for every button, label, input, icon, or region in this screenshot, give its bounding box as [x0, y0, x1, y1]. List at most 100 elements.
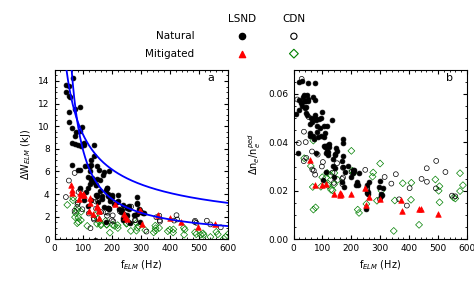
Point	[93, 222, 101, 226]
Point	[452, 194, 459, 199]
Point	[173, 213, 180, 218]
Point	[302, 155, 310, 160]
Point	[295, 141, 302, 145]
Point	[92, 238, 100, 243]
Point	[292, 112, 300, 117]
Point	[67, 95, 74, 99]
Point	[378, 188, 385, 193]
Point	[84, 175, 92, 179]
Point	[105, 169, 113, 173]
Point	[103, 222, 110, 227]
Point	[137, 208, 144, 213]
Point	[301, 99, 309, 104]
Point	[92, 206, 100, 211]
Point	[312, 117, 320, 122]
Point	[95, 219, 103, 224]
Point	[155, 226, 163, 230]
Point	[99, 173, 106, 177]
Point	[76, 186, 84, 190]
Point	[114, 223, 121, 228]
Point	[119, 215, 127, 220]
Point	[354, 207, 362, 212]
Point	[339, 165, 346, 170]
Point	[431, 177, 439, 182]
Point	[339, 141, 346, 146]
Point	[350, 171, 357, 175]
Point	[100, 205, 108, 210]
Point	[381, 175, 388, 179]
Point	[68, 162, 75, 167]
Point	[298, 100, 305, 104]
Point	[94, 199, 102, 203]
Point	[57, 35, 64, 40]
Point	[390, 229, 398, 233]
Point	[75, 220, 82, 224]
Point	[300, 129, 308, 134]
Point	[388, 181, 395, 186]
Point	[459, 183, 467, 188]
Point	[325, 145, 333, 149]
Point	[79, 125, 86, 130]
Point	[71, 106, 79, 111]
Point	[123, 217, 131, 221]
Point	[91, 213, 99, 218]
Point	[99, 197, 106, 202]
Point	[131, 213, 139, 218]
Point	[324, 150, 332, 155]
Point	[106, 195, 114, 200]
Point	[338, 180, 346, 184]
Point	[97, 222, 105, 226]
Point	[333, 149, 340, 153]
Point	[62, 38, 70, 43]
Point	[301, 99, 309, 104]
Point	[199, 231, 207, 236]
Point	[320, 124, 328, 128]
Point	[222, 235, 229, 239]
Point	[323, 124, 331, 129]
Point	[73, 205, 81, 210]
Point	[310, 138, 317, 143]
Point	[71, 171, 79, 175]
Point	[331, 166, 338, 171]
Point	[301, 156, 308, 160]
Point	[314, 152, 321, 157]
Point	[376, 197, 384, 202]
Point	[322, 181, 330, 186]
Point	[304, 99, 312, 103]
Point	[423, 166, 430, 171]
Point	[87, 163, 94, 167]
Point	[125, 204, 133, 209]
Point	[86, 168, 94, 173]
Point	[305, 115, 312, 119]
Point	[364, 188, 371, 193]
Point	[108, 194, 116, 199]
Point	[399, 181, 407, 186]
Point	[407, 197, 415, 202]
Point	[166, 227, 173, 232]
Point	[135, 224, 142, 228]
Point	[77, 144, 84, 148]
X-axis label: f$_{ELM}$ (Hz): f$_{ELM}$ (Hz)	[359, 259, 401, 272]
Point	[104, 191, 111, 196]
Point	[86, 200, 94, 205]
Point	[309, 167, 316, 172]
Point	[353, 183, 360, 187]
Point	[71, 215, 79, 220]
Point	[220, 236, 228, 241]
Point	[323, 170, 330, 175]
Point	[102, 219, 109, 223]
Point	[423, 180, 431, 184]
Point	[125, 220, 132, 224]
Point	[103, 185, 111, 190]
Point	[327, 187, 335, 192]
Point	[123, 222, 130, 226]
Point	[362, 203, 370, 208]
Point	[80, 192, 87, 196]
Point	[85, 163, 93, 168]
Point	[137, 208, 144, 213]
Point	[85, 185, 92, 190]
Point	[294, 151, 302, 155]
Point	[152, 223, 159, 228]
Point	[118, 208, 126, 213]
Point	[432, 159, 440, 163]
